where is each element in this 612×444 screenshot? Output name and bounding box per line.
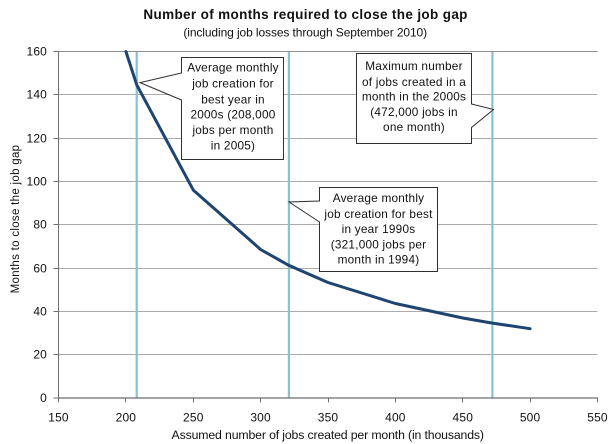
svg-text:40: 40: [33, 304, 47, 318]
svg-text:month in 1994): month in 1994): [338, 253, 420, 267]
svg-text:Average monthly: Average monthly: [187, 61, 279, 75]
svg-text:80: 80: [33, 217, 47, 231]
svg-text:best year in: best year in: [201, 93, 265, 107]
svg-text:150: 150: [48, 411, 69, 425]
svg-text:Average monthly: Average monthly: [333, 191, 425, 205]
svg-text:in 2005): in 2005): [211, 139, 255, 153]
svg-text:500: 500: [520, 411, 541, 425]
svg-text:(321,000 jobs per: (321,000 jobs per: [331, 237, 427, 251]
svg-text:month in the 2000s: month in the 2000s: [362, 90, 466, 104]
svg-text:60: 60: [33, 261, 47, 275]
svg-text:20: 20: [33, 347, 47, 361]
svg-text:2000s (208,000: 2000s (208,000: [190, 108, 275, 122]
svg-text:job creation for best: job creation for best: [323, 207, 433, 221]
svg-text:jobs per month: jobs per month: [191, 123, 273, 137]
svg-text:(including job losses through: (including job losses through September …: [183, 25, 427, 39]
svg-text:140: 140: [27, 87, 48, 101]
svg-text:120: 120: [27, 131, 48, 145]
svg-text:450: 450: [453, 411, 474, 425]
svg-text:Maximum number: Maximum number: [365, 59, 462, 73]
svg-text:in year 1990s: in year 1990s: [342, 222, 416, 236]
svg-text:(472,000 jobs in: (472,000 jobs in: [370, 105, 457, 119]
svg-text:160: 160: [27, 44, 48, 58]
svg-text:job creation for: job creation for: [191, 77, 274, 91]
svg-text:300: 300: [250, 411, 271, 425]
svg-text:100: 100: [27, 174, 48, 188]
svg-text:0: 0: [40, 391, 47, 405]
svg-text:200: 200: [116, 411, 137, 425]
svg-text:400: 400: [385, 411, 406, 425]
svg-text:one month): one month): [383, 120, 445, 134]
svg-text:of jobs created in a: of jobs created in a: [362, 75, 466, 89]
svg-text:Months to close the job gap: Months to close the job gap: [10, 145, 22, 294]
svg-text:350: 350: [318, 411, 339, 425]
svg-text:Assumed number of jobs created: Assumed number of jobs created per month…: [172, 428, 484, 442]
svg-text:550: 550: [587, 411, 608, 425]
svg-text:Number of months required to c: Number of months required to close the j…: [143, 7, 467, 22]
svg-text:250: 250: [183, 411, 204, 425]
